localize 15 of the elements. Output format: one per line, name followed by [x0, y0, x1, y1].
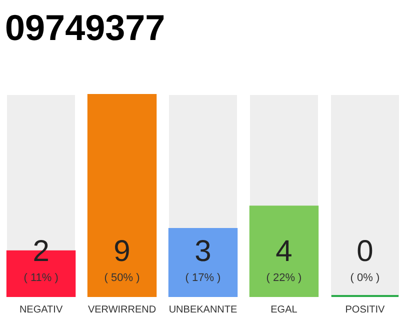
annotation: ( 17% ) — [185, 272, 221, 284]
x-tick-label: POSITIV — [345, 304, 386, 316]
data-label: 0 — [356, 235, 374, 268]
x-tick-label: VERWIRREND — [88, 304, 156, 316]
chart-title: 09749377 — [5, 7, 166, 48]
data-label: 9 — [114, 235, 130, 268]
x-tick-label: EGAL — [270, 304, 298, 316]
x-tick-label: NEGATIV — [19, 304, 63, 316]
data-label: 4 — [276, 235, 292, 268]
annotation: ( 50% ) — [104, 272, 140, 284]
data-label: 3 — [194, 235, 212, 268]
annotation: ( 11% ) — [24, 272, 58, 284]
annotation: ( 22% ) — [266, 272, 302, 284]
x-tick-label: UNBEKANNTE — [168, 304, 238, 316]
annotation: ( 0% ) — [350, 272, 380, 284]
